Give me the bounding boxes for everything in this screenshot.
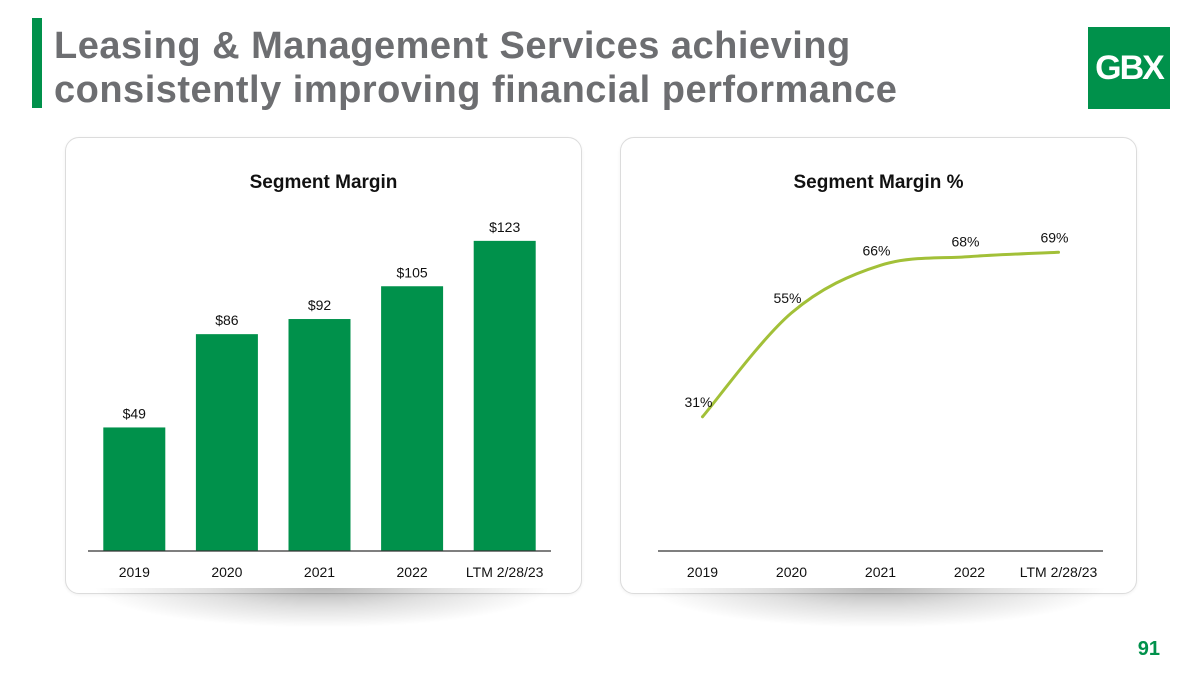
segment-margin-pct-line (701, 250, 1060, 419)
bar-data-label: $49 (123, 405, 147, 421)
x-tick-label: 2022 (954, 564, 985, 580)
x-tick-label: 2021 (304, 564, 335, 580)
title-accent-bar (32, 18, 42, 108)
page-title: Leasing & Management Services achieving … (54, 24, 897, 112)
bar-chart-title: Segment Margin (249, 172, 398, 193)
page-title-line-1: Leasing & Management Services achieving (54, 25, 851, 67)
line-data-label: 55% (773, 290, 801, 306)
segment-margin-bar-chart: $49 2019 $86 2020 $92 2021 $105 2022 $123 LTM 2/2… (88, 219, 551, 580)
bar-2019 (103, 427, 166, 551)
page-title-line-2: consistently improving financial perform… (54, 69, 898, 111)
line-data-label: 31% (684, 394, 712, 410)
segment-margin-panel: Segment Margin $49 2019 $86 2020 $92 2021 $105… (65, 137, 582, 594)
bar-data-label: $92 (308, 297, 332, 313)
bar-data-label: $123 (489, 219, 520, 235)
panel-shadow-right (648, 588, 1108, 628)
segment-margin-pct-panel: Segment Margin % 31% 2019 55% 2020 66% 2021 68… (620, 137, 1137, 594)
bar-data-label: $86 (215, 312, 239, 328)
bar-2021 (288, 319, 351, 551)
gbx-logo: GBX (1088, 27, 1170, 109)
x-tick-label: 2021 (865, 564, 896, 580)
line-data-label: 69% (1040, 229, 1068, 245)
page-number: 91 (1137, 638, 1160, 660)
x-tick-label: 2019 (687, 564, 718, 580)
x-tick-label: LTM 2/28/23 (466, 564, 544, 580)
panel-shadow-left (92, 588, 552, 628)
segment-margin-pct-line-chart: 31% 2019 55% 2020 66% 2021 68% 2022 69% LTM 2/28/… (658, 229, 1103, 580)
bar-2020 (195, 334, 258, 551)
bar-data-label: $105 (397, 264, 428, 280)
x-tick-label: 2020 (776, 564, 807, 580)
bar-2022 (381, 286, 444, 551)
x-tick-label: 2020 (211, 564, 242, 580)
x-tick-label: 2019 (119, 564, 150, 580)
bar-ltm-2-28-23 (473, 240, 536, 551)
line-data-label: 66% (862, 242, 890, 258)
x-tick-label: 2022 (397, 564, 428, 580)
line-data-label: 68% (951, 234, 979, 250)
line-chart-title: Segment Margin % (793, 172, 964, 193)
x-tick-label: LTM 2/28/23 (1020, 564, 1098, 580)
